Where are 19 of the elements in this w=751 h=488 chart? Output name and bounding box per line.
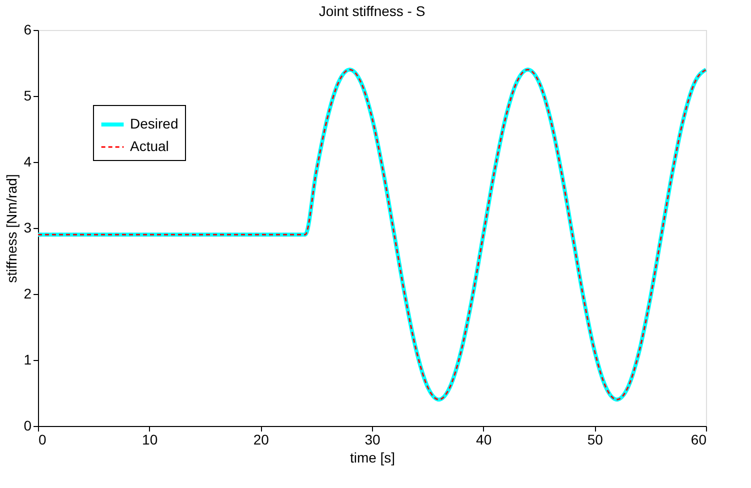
x-tick-label: 50 — [587, 432, 604, 448]
x-tick-label: 20 — [253, 432, 270, 448]
y-tick-label: 6 — [24, 22, 32, 38]
y-tick-label: 3 — [24, 220, 32, 236]
legend-label: Actual — [130, 138, 169, 154]
y-tick-label: 4 — [24, 154, 32, 170]
legend-label: Desired — [130, 116, 178, 132]
chart-title: Joint stiffness - S — [318, 3, 426, 19]
x-tick-label: 10 — [142, 432, 158, 448]
x-tick-label: 0 — [38, 432, 46, 448]
y-axis-title: stiffness [Nm/rad] — [4, 174, 20, 283]
y-tick-label: 5 — [24, 88, 32, 104]
x-axis-title: time [s] — [350, 450, 396, 466]
x-tick-label: 60 — [690, 432, 707, 448]
y-tick-label: 1 — [24, 352, 32, 368]
x-tick-label: 40 — [476, 432, 492, 448]
x-tick-label: 30 — [364, 432, 380, 448]
y-tick-label: 2 — [24, 286, 32, 302]
y-tick-label: 0 — [24, 418, 32, 434]
